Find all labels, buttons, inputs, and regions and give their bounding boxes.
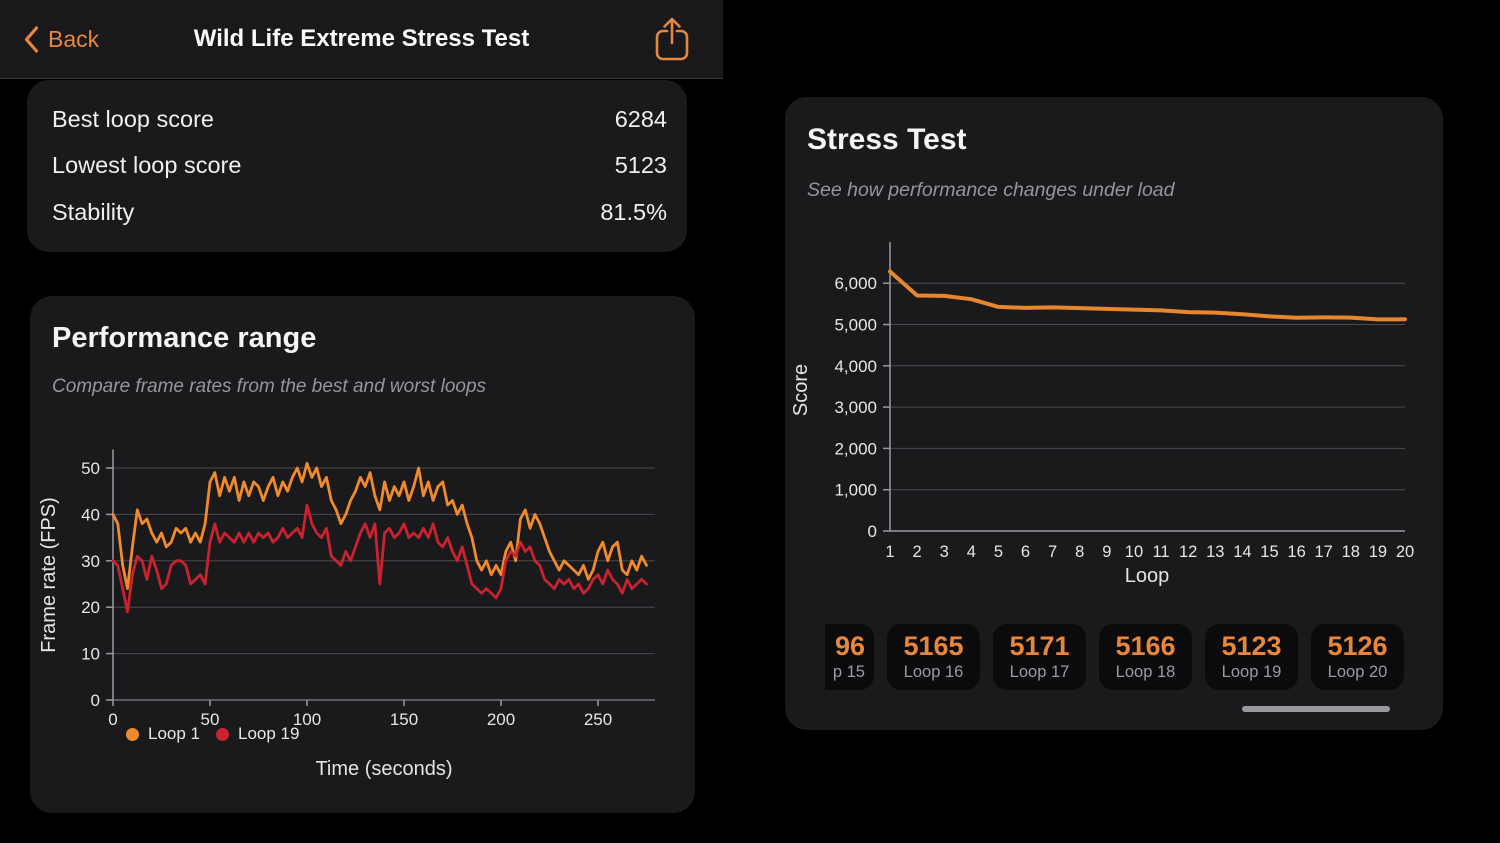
- back-button[interactable]: Back: [24, 0, 99, 78]
- chip-score: 5126: [1327, 631, 1388, 662]
- chart-legend: Loop 1 Loop 19: [126, 724, 299, 744]
- back-chevron-icon: [24, 25, 39, 53]
- page-title: Wild Life Extreme Stress Test: [193, 25, 530, 52]
- loop-score-chip-18[interactable]: 5166 Loop 18: [1099, 624, 1192, 690]
- y-tick-label: 30: [81, 552, 100, 571]
- y-axis-title: Score: [790, 364, 812, 416]
- x-tick-label: 12: [1179, 543, 1197, 561]
- y-tick-label: 6,000: [834, 274, 877, 293]
- card-subtitle: See how performance changes under load: [807, 179, 1175, 201]
- x-tick-label: 18: [1342, 543, 1360, 561]
- x-tick-label: 5: [994, 543, 1003, 561]
- y-tick-label: 5,000: [834, 316, 877, 335]
- legend-label: Loop 1: [148, 724, 200, 743]
- horizontal-scrollbar[interactable]: [1242, 706, 1390, 712]
- share-icon: [655, 17, 689, 61]
- x-tick-label: 8: [1075, 543, 1084, 561]
- y-tick-label: 0: [868, 522, 877, 541]
- loop-score-chip-row[interactable]: 96 p 15 5165 Loop 16 5171 Loop 17 5166 L…: [825, 624, 1405, 690]
- chip-loop-label: Loop 17: [1009, 662, 1070, 681]
- card-title: Stress Test: [807, 123, 967, 156]
- y-tick-label: 40: [81, 505, 100, 524]
- chip-score: 5123: [1221, 631, 1282, 662]
- loop-score-chip-17[interactable]: 5171 Loop 17: [993, 624, 1086, 690]
- x-tick-label: 14: [1233, 543, 1251, 561]
- back-label: Back: [48, 25, 100, 52]
- share-button[interactable]: [653, 16, 691, 62]
- chip-score: 5165: [903, 631, 964, 662]
- legend-item-loop1: Loop 1: [126, 724, 200, 744]
- loop-score-chip-20[interactable]: 5126 Loop 20: [1311, 624, 1404, 690]
- y-tick-label: 20: [81, 598, 100, 617]
- x-tick-label: 10: [1125, 543, 1143, 561]
- x-tick-label: 3: [940, 543, 949, 561]
- stat-row-best-loop: Best loop score 6284: [52, 106, 667, 133]
- chip-loop-label: Loop 20: [1327, 662, 1388, 681]
- y-tick-label: 50: [81, 459, 100, 478]
- chip-loop-label: p 15: [832, 662, 865, 681]
- stat-label: Stability: [52, 199, 135, 226]
- stat-label: Best loop score: [52, 105, 214, 132]
- loop-score-chip-16[interactable]: 5165 Loop 16: [887, 624, 980, 690]
- x-tick-label: 9: [1102, 543, 1111, 561]
- x-tick-label: 15: [1260, 543, 1278, 561]
- loop1-dot-icon: [126, 727, 139, 741]
- stat-value: 81.5%: [600, 199, 667, 226]
- chip-score: 96: [834, 631, 865, 662]
- x-tick-label: 150: [390, 710, 418, 729]
- chip-loop-label: Loop 18: [1115, 662, 1176, 681]
- frame-rate-chart: 0 10 20 30 40 50 0 50 100 150 200 250 Frame rate (FP…: [38, 449, 655, 729]
- x-axis-title: Time (seconds): [315, 758, 453, 780]
- loop-score-chip-15[interactable]: 96 p 15: [825, 624, 874, 690]
- card-title: Performance range: [52, 322, 317, 354]
- stress-test-card: Stress Test See how performance changes …: [785, 97, 1443, 730]
- y-tick-label: 0: [91, 691, 100, 710]
- y-axis-title: Frame rate (FPS): [38, 497, 60, 653]
- x-tick-label: 17: [1315, 543, 1333, 561]
- chip-score: 5171: [1009, 631, 1070, 662]
- x-tick-label: 200: [487, 710, 515, 729]
- x-tick-label: 100: [293, 710, 321, 729]
- chip-loop-label: Loop 19: [1221, 662, 1282, 681]
- x-tick-label: 250: [584, 710, 612, 729]
- x-tick-label: 20: [1396, 543, 1414, 561]
- score-summary-card: Best loop score 6284 Lowest loop score 5…: [27, 80, 687, 252]
- x-tick-label: 16: [1287, 543, 1305, 561]
- x-tick-label: 13: [1206, 543, 1224, 561]
- stat-value: 5123: [614, 152, 667, 179]
- x-tick-label: 19: [1369, 543, 1387, 561]
- legend-label: Loop 19: [238, 724, 300, 743]
- x-tick-label: 50: [201, 710, 220, 729]
- x-tick-label: 1: [885, 543, 894, 561]
- x-tick-label: 0: [108, 710, 117, 729]
- x-tick-label: 7: [1048, 543, 1057, 561]
- stat-value: 6284: [614, 105, 667, 132]
- series-line: [111, 461, 648, 591]
- x-tick-label: 6: [1021, 543, 1030, 561]
- stat-row-lowest-loop: Lowest loop score 5123: [52, 152, 667, 179]
- y-tick-label: 3,000: [834, 398, 877, 417]
- x-tick-label: 2: [913, 543, 922, 561]
- stat-row-stability: Stability 81.5%: [52, 199, 667, 226]
- series-line: [111, 503, 648, 614]
- card-subtitle: Compare frame rates from the best and wo…: [52, 376, 487, 397]
- loop-score-chip-19[interactable]: 5123 Loop 19: [1205, 624, 1298, 690]
- x-axis-title: Loop: [1124, 565, 1170, 587]
- y-tick-label: 1,000: [834, 481, 877, 500]
- series-line: [888, 269, 1407, 322]
- performance-range-card: Performance range Compare frame rates fr…: [30, 296, 695, 813]
- chip-score: 5166: [1115, 631, 1176, 662]
- nav-bar: Wild Life Extreme Stress Test Back: [0, 0, 723, 79]
- x-tick-label: 4: [967, 543, 976, 561]
- y-tick-label: 4,000: [834, 357, 877, 376]
- chip-loop-label: Loop 16: [903, 662, 964, 681]
- loop19-dot-icon: [216, 727, 229, 741]
- legend-item-loop19: Loop 19: [216, 724, 299, 744]
- x-tick-label: 11: [1152, 543, 1169, 561]
- y-tick-label: 10: [81, 645, 100, 664]
- y-tick-label: 2,000: [834, 439, 877, 458]
- stat-label: Lowest loop score: [52, 152, 242, 179]
